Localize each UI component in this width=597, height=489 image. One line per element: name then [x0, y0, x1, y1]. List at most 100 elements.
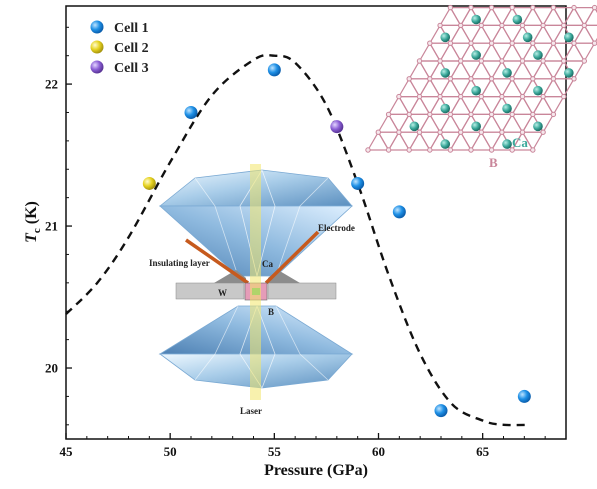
lattice-b-atom	[509, 147, 515, 153]
lattice-b-atom	[488, 147, 495, 153]
lattice-b-atom	[509, 76, 515, 82]
lattice-b-atom	[519, 129, 526, 135]
x-axis-label: Pressure (GPa)	[264, 462, 368, 479]
data-point-series1-2	[351, 176, 365, 190]
lattice-b-atom	[509, 4, 515, 11]
x-tick-label-1: 50	[164, 444, 177, 459]
lattice-ca-atom	[471, 50, 481, 60]
lattice-ca-atom	[409, 121, 420, 132]
legend-marker-3	[90, 60, 104, 74]
lattice-b-atom	[447, 40, 454, 46]
x-tick-label-0: 45	[60, 444, 74, 459]
lattice-b-atom	[478, 93, 484, 100]
lattice-b-atom	[458, 22, 464, 29]
lattice-b-atom	[591, 40, 597, 46]
lattice-b-atom	[396, 93, 402, 100]
label-insulating-layer: Insulating layer	[149, 258, 210, 268]
lattice-b-atom	[478, 22, 484, 29]
lattice-b-atom	[427, 40, 433, 46]
lattice-b-atom	[530, 147, 536, 153]
lattice-b-atom	[509, 111, 515, 118]
lattice-ca-label: Ca	[512, 135, 528, 150]
lattice-ca-atom	[440, 103, 451, 114]
lattice-b-atom	[385, 147, 392, 153]
lattice-ca-atom	[471, 85, 481, 96]
lattice-b-atom	[530, 4, 536, 11]
lattice-ca-atom	[440, 32, 451, 43]
lattice-b-atom	[468, 40, 474, 46]
label-b: B	[268, 307, 274, 317]
lattice-b-atom	[488, 76, 495, 82]
x-tick-label-4: 65	[476, 444, 490, 459]
data-point-series1-5	[517, 389, 531, 403]
lattice-ca-atom	[471, 14, 481, 25]
laser-beam	[250, 164, 261, 400]
lattice-b-atom	[468, 76, 474, 82]
legend-label-3: Cell 3	[114, 61, 149, 76]
lattice-ca-atom	[502, 68, 512, 78]
lattice-b-atom	[581, 22, 587, 29]
lattice-b-atom	[488, 40, 495, 46]
lattice-b-atom	[375, 129, 381, 135]
lattice-b-atom	[427, 111, 433, 118]
lattice-b-atom	[571, 40, 577, 46]
legend: Cell 1 Cell 2 Cell 3	[90, 20, 149, 76]
lattice-b-atom	[365, 147, 371, 153]
label-laser: Laser	[240, 406, 262, 416]
lattice-ca-atom	[564, 32, 574, 43]
lattice-ca-atom	[440, 139, 451, 149]
lattice-b-atom	[499, 129, 505, 135]
lattice-b-atom	[540, 93, 546, 100]
lattice-b-atom	[571, 76, 577, 82]
gasket-left	[175, 282, 245, 300]
lattice-b-atom	[416, 58, 423, 64]
data-point-series1-4	[434, 404, 448, 418]
legend-marker-1	[90, 20, 104, 34]
lattice-ca-atom	[502, 139, 512, 149]
lattice-ca-atom	[533, 50, 543, 60]
lattice-b-atom	[540, 22, 546, 29]
x-tick-label-3: 60	[372, 444, 385, 459]
data-point-series1-1	[267, 63, 281, 77]
x-axis-ticks: 45 50 55 60 65	[60, 433, 567, 459]
lattice-b-atom	[458, 93, 464, 100]
lattice-b-atom	[437, 93, 443, 100]
lattice-b-atom	[447, 147, 454, 153]
lattice-b-atom	[416, 129, 423, 135]
lattice-b-atom	[447, 111, 454, 118]
lattice-b-atom	[550, 4, 557, 11]
label-electrode: Electrode	[318, 223, 355, 233]
lattice-ca-atom	[533, 121, 543, 132]
lattice-b-atom	[458, 129, 464, 135]
lattice-ca-atom	[512, 14, 523, 25]
legend-marker-2	[90, 40, 104, 54]
lattice-b-atom	[561, 22, 567, 29]
lattice-b-atom	[561, 58, 567, 64]
lattice-ca-atom	[440, 68, 451, 78]
y-tick-label-2: 22	[45, 77, 58, 92]
diamond-anvil-cell-inset: Electrode Insulating layer Ca W B Laser	[149, 164, 355, 416]
lattice-b-atom	[478, 58, 484, 64]
lattice-b-atom	[499, 22, 505, 29]
lattice-b-atom	[571, 4, 577, 11]
legend-label-2: Cell 2	[114, 41, 149, 56]
lattice-b-label: B	[489, 155, 498, 170]
data-point-series2-0	[142, 176, 156, 190]
label-w: W	[218, 288, 227, 298]
lattice-b-atom	[519, 58, 526, 64]
lattice-b-atom	[561, 93, 567, 100]
y-tick-label-1: 21	[45, 219, 58, 234]
x-tick-label-2: 55	[268, 444, 282, 459]
lattice-b-atom	[540, 129, 546, 135]
lattice-b-atom	[591, 4, 597, 11]
legend-label-1: Cell 1	[114, 21, 149, 36]
lattice-ca-atom	[502, 103, 512, 114]
lattice-ca-atom	[471, 121, 481, 132]
lattice-b-atom	[416, 93, 423, 100]
lattice-b-atom	[437, 129, 443, 135]
lattice-b-atom	[530, 40, 536, 46]
data-point-series1-0	[184, 105, 198, 119]
lattice-b-atom	[385, 111, 392, 118]
data-point-series3-0	[330, 120, 344, 134]
lattice-b-atom	[447, 4, 454, 11]
